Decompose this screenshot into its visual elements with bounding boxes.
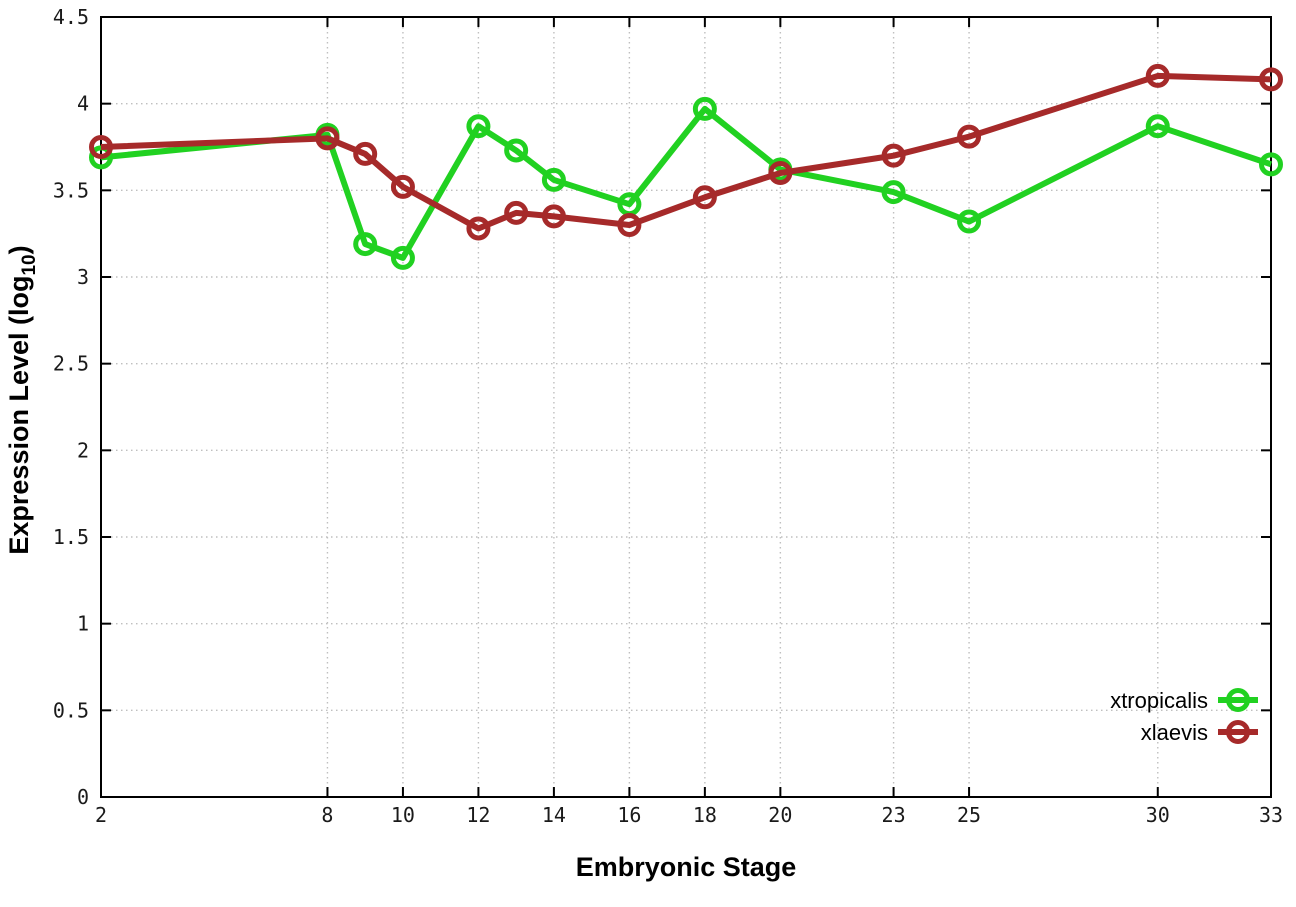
x-tick-label: 2	[95, 803, 107, 827]
data-point-xtropicalis-stage-23	[881, 180, 906, 205]
legend-marker-xtropicalis	[1226, 688, 1250, 712]
data-point-xtropicalis-stage-9	[353, 232, 378, 257]
data-point-xlaevis-stage-8	[315, 126, 340, 151]
y-tick-label: 1.5	[53, 525, 89, 549]
x-tick-label: 20	[768, 803, 792, 827]
x-tick-label: 8	[321, 803, 333, 827]
data-point-xtropicalis-stage-30	[1145, 114, 1170, 139]
y-tick-label: 4	[77, 92, 89, 116]
legend-marker-xlaevis	[1226, 720, 1250, 744]
y-tick-label: 4.5	[53, 5, 89, 29]
y-tick-label: 0	[77, 785, 89, 809]
data-point-xlaevis-stage-18	[692, 185, 717, 210]
y-axis-title-text: Expression Level (log	[4, 276, 34, 555]
x-tick-label: 14	[542, 803, 566, 827]
x-tick-label: 12	[466, 803, 490, 827]
series-line-xtropicalis	[100, 105, 1272, 261]
gridlines	[101, 17, 1271, 797]
data-point-xlaevis-stage-33	[1259, 67, 1283, 92]
data-point-xlaevis-stage-10	[390, 174, 415, 199]
series-xtropicalis	[89, 96, 1283, 270]
series-line-xlaevis	[100, 72, 1272, 232]
y-tick-label: 3	[77, 265, 89, 289]
y-tick-labels: 0 0.5 1 1.5 2 2.5 3 3.5 4 4.5	[53, 5, 89, 809]
x-tick-labels: 2 8 10 12 14 16 18 20 23 25 30 33	[95, 803, 1283, 827]
x-tick-label: 18	[693, 803, 717, 827]
data-point-xtropicalis-stage-10	[390, 245, 415, 270]
data-point-xtropicalis-stage-2	[89, 145, 113, 170]
data-point-xtropicalis-stage-12	[466, 114, 491, 139]
legend-label-xlaevis: xlaevis	[1141, 720, 1208, 745]
x-tick-label: 23	[882, 803, 906, 827]
data-point-xtropicalis-stage-14	[541, 167, 566, 192]
data-point-xlaevis-stage-14	[541, 204, 566, 229]
data-point-xlaevis-stage-20	[768, 161, 793, 185]
data-point-xtropicalis-stage-33	[1259, 152, 1283, 177]
y-tick-label: 3.5	[53, 178, 89, 202]
y-tick-label: 2	[77, 438, 89, 462]
data-point-xlaevis-stage-12	[466, 216, 491, 241]
x-tick-label: 16	[617, 803, 641, 827]
data-point-xtropicalis-stage-18	[692, 96, 717, 121]
x-tick-label: 33	[1259, 803, 1283, 827]
data-point-xtropicalis-stage-13	[504, 138, 529, 163]
data-point-xlaevis-stage-16	[617, 213, 642, 237]
data-point-xlaevis-stage-2	[89, 135, 113, 159]
y-tick-label: 2.5	[53, 352, 89, 376]
legend-item-xtropicalis: xtropicalis	[1110, 688, 1258, 713]
y-axis-title-suffix: )	[4, 245, 34, 254]
legend-label-xtropicalis: xtropicalis	[1110, 688, 1208, 713]
data-point-xlaevis-stage-25	[957, 124, 982, 149]
data-point-xlaevis-stage-30	[1145, 63, 1170, 88]
data-point-xlaevis-stage-23	[881, 143, 906, 168]
data-point-xlaevis-stage-9	[353, 141, 378, 166]
y-tick-label: 1	[77, 612, 89, 636]
axis-ticks	[100, 16, 1272, 798]
legend: xtropicalis xlaevis	[1110, 688, 1258, 745]
y-tick-label: 0.5	[53, 698, 89, 722]
data-point-xtropicalis-stage-25	[957, 209, 982, 234]
data-point-xlaevis-stage-13	[504, 200, 529, 225]
x-tick-label: 10	[391, 803, 415, 827]
x-tick-label: 25	[957, 803, 981, 827]
y-axis-title-subscript: 10	[19, 254, 40, 275]
x-axis-title: Embryonic Stage	[576, 852, 797, 882]
series-xlaevis	[89, 63, 1283, 241]
plot-border	[100, 16, 1272, 798]
x-tick-label: 30	[1146, 803, 1170, 827]
data-series	[89, 63, 1283, 270]
legend-item-xlaevis: xlaevis	[1141, 720, 1258, 745]
y-axis-title: Expression Level (log10)	[4, 245, 40, 554]
